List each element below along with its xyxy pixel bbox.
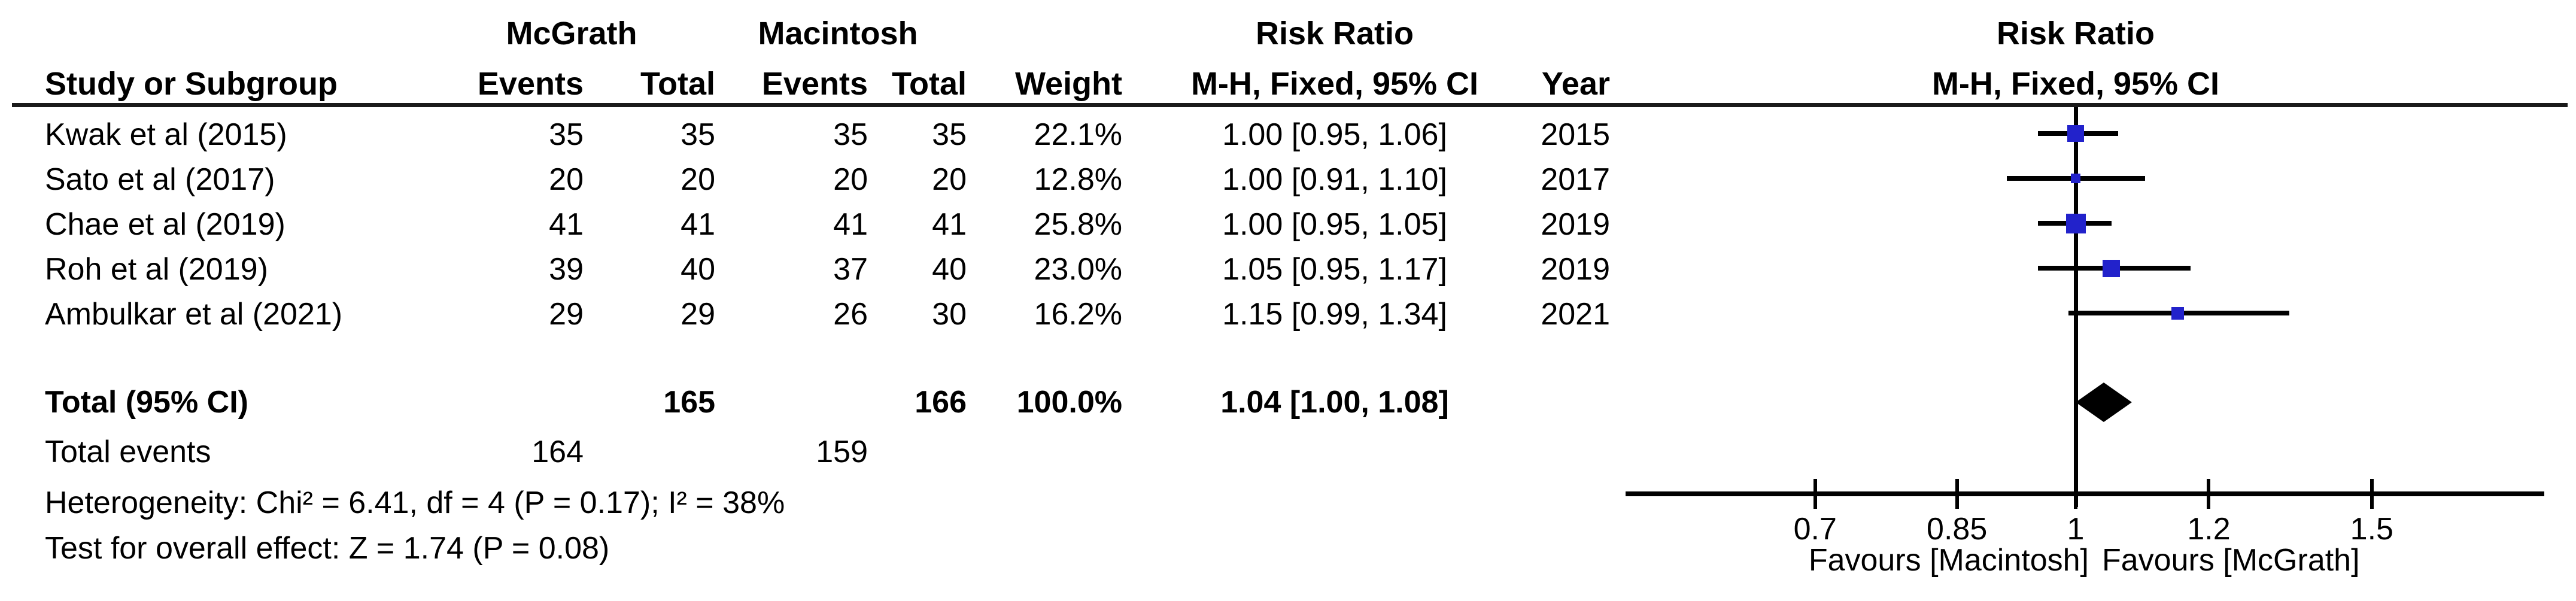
tick-label: 1.2: [2187, 512, 2231, 547]
table-row: Sato et al (2017) 20 20 20 20 12.8% 1.00…: [0, 163, 2576, 199]
tick-label: 0.85: [1927, 512, 1988, 547]
column-header-weight: Weight: [1015, 66, 1122, 102]
total-macintosh-value: 40: [932, 252, 967, 287]
risk-ratio-ci-value: 1.05 [0.95, 1.17]: [1222, 252, 1447, 287]
total-macintosh-value: 30: [932, 297, 967, 332]
axis-line: [1626, 491, 2545, 496]
favours-left-label: Favours [Macintosh]: [1808, 543, 2089, 578]
weight-value: 25.8%: [1034, 207, 1122, 242]
total-mcgrath-value: 29: [681, 297, 715, 332]
axis-tick: [2370, 479, 2374, 509]
weight-value: 16.2%: [1034, 297, 1122, 332]
weight-value: 22.1%: [1034, 117, 1122, 152]
total-mcgrath-value: 20: [681, 162, 715, 197]
total-events-label: Total events: [45, 435, 211, 469]
study-marker: [2071, 174, 2080, 183]
column-group-macintosh: Macintosh: [758, 16, 918, 51]
study-marker: [2067, 125, 2084, 142]
events-mcgrath-value: 41: [549, 207, 584, 242]
column-header-study: Study or Subgroup: [45, 66, 338, 102]
total-mcgrath-value: 41: [681, 207, 715, 242]
risk-ratio-ci-value: 1.00 [0.95, 1.05]: [1222, 207, 1447, 242]
table-row: Roh et al (2019) 39 40 37 40 23.0% 1.05 …: [0, 253, 2576, 289]
total-events-mcgrath: 164: [531, 435, 584, 469]
column-header-total-mcgrath: Total: [640, 66, 715, 102]
total-mcgrath-sum: 165: [663, 385, 715, 420]
table-row: Kwak et al (2015) 35 35 35 35 22.1% 1.00…: [0, 118, 2576, 154]
year-value: 2017: [1541, 162, 1610, 197]
events-mcgrath-value: 35: [549, 117, 584, 152]
study-marker: [2103, 259, 2121, 277]
year-value: 2015: [1541, 117, 1610, 152]
events-mcgrath-value: 39: [549, 252, 584, 287]
study-label: Kwak et al (2015): [45, 117, 287, 152]
column-header-events-macintosh: Events: [761, 66, 868, 102]
total-events-macintosh: 159: [816, 435, 868, 469]
tick-label: 0.7: [1793, 512, 1837, 547]
events-mcgrath-value: 20: [549, 162, 584, 197]
events-mcgrath-value: 29: [549, 297, 584, 332]
table-row: Ambulkar et al (2021) 29 29 26 30 16.2% …: [0, 298, 2576, 333]
column-header-year: Year: [1541, 66, 1610, 102]
favours-right-label: Favours [McGrath]: [2102, 543, 2360, 578]
total-mcgrath-value: 35: [681, 117, 715, 152]
risk-ratio-ci-value: 1.15 [0.99, 1.34]: [1222, 297, 1447, 332]
year-value: 2019: [1541, 207, 1610, 242]
plot-title: Risk Ratio: [1996, 16, 2155, 51]
events-macintosh-value: 26: [833, 297, 868, 332]
column-header-method-ci: M-H, Fixed, 95% CI: [1190, 66, 1479, 102]
null-line: [2073, 107, 2078, 507]
study-label: Sato et al (2017): [45, 162, 275, 197]
summary-diamond: [2076, 383, 2132, 422]
total-events-row: Total events 164 159: [0, 435, 2576, 471]
total-weight: 100.0%: [1016, 385, 1122, 420]
study-label: Ambulkar et al (2021): [45, 297, 343, 332]
tick-label: 1: [2067, 512, 2085, 547]
total-row: Total (95% CI) 165 166 100.0% 1.04 [1.00…: [0, 386, 2576, 421]
tick-label: 1.5: [2350, 512, 2393, 547]
column-header-events-mcgrath: Events: [477, 66, 584, 102]
events-macintosh-value: 41: [833, 207, 868, 242]
plot-subtitle: M-H, Fixed, 95% CI: [1931, 66, 2220, 102]
total-label: Total (95% CI): [45, 385, 248, 420]
overall-effect-text: Test for overall effect: Z = 1.74 (P = 0…: [45, 531, 610, 566]
events-macintosh-value: 35: [833, 117, 868, 152]
total-macintosh-value: 35: [932, 117, 967, 152]
risk-ratio-ci-value: 1.00 [0.95, 1.06]: [1222, 117, 1447, 152]
study-label: Roh et al (2019): [45, 252, 268, 287]
study-label: Chae et al (2019): [45, 207, 285, 242]
risk-ratio-ci-value: 1.00 [0.91, 1.10]: [1222, 162, 1447, 197]
axis-tick: [2207, 479, 2211, 509]
study-marker: [2171, 306, 2185, 320]
weight-value: 23.0%: [1034, 252, 1122, 287]
total-risk-ratio-ci: 1.04 [1.00, 1.08]: [1220, 385, 1449, 420]
total-macintosh-sum: 166: [915, 385, 967, 420]
total-macintosh-value: 20: [932, 162, 967, 197]
column-header-total-macintosh: Total: [892, 66, 967, 102]
axis-tick: [1813, 479, 1817, 509]
year-value: 2021: [1541, 297, 1610, 332]
table-row: Chae et al (2019) 41 41 41 41 25.8% 1.00…: [0, 208, 2576, 244]
column-group-risk-ratio: Risk Ratio: [1255, 16, 1414, 51]
events-macintosh-value: 20: [833, 162, 868, 197]
study-marker: [2065, 213, 2086, 233]
axis-tick: [1955, 479, 1959, 509]
events-macintosh-value: 37: [833, 252, 868, 287]
total-mcgrath-value: 40: [681, 252, 715, 287]
heterogeneity-text: Heterogeneity: Chi² = 6.41, df = 4 (P = …: [45, 485, 785, 520]
weight-value: 12.8%: [1034, 162, 1122, 197]
column-group-mcgrath: McGrath: [506, 16, 637, 51]
header-rule: [12, 103, 2568, 107]
total-macintosh-value: 41: [932, 207, 967, 242]
year-value: 2019: [1541, 252, 1610, 287]
axis-tick: [2074, 479, 2077, 509]
